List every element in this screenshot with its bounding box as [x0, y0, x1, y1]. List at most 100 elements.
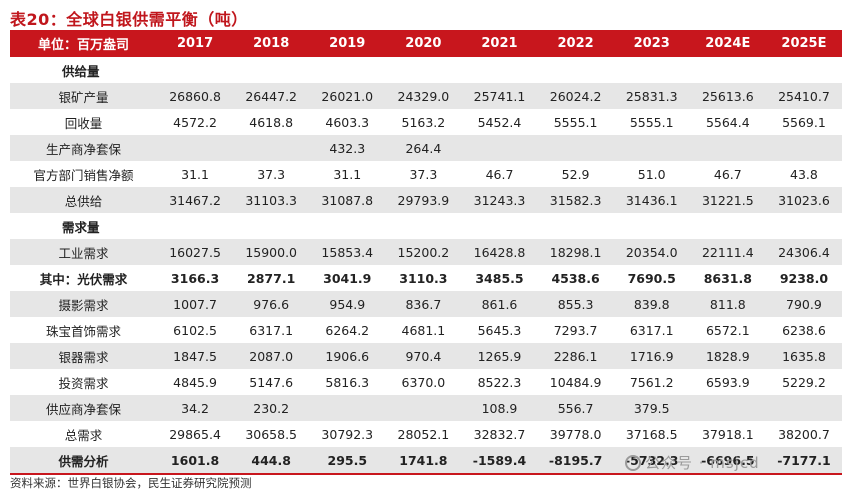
row-label: 供应商净套保 [10, 395, 157, 421]
header-year-cell: 2019 [309, 30, 386, 57]
table-row: 银器需求 1847.5 2087.0 1906.6 970.4 1265.9 2286.1 1… [10, 343, 842, 369]
value-cell: 8631.8 [703, 270, 752, 286]
value-cell: 22111.4 [689, 239, 766, 265]
value-cell: 16428.8 [461, 239, 538, 265]
value-cell [614, 57, 690, 83]
row-label: 总需求 [64, 427, 103, 443]
header-year-cell: 2017 [157, 30, 234, 57]
value-cell: 976.6 [233, 291, 310, 317]
value-cell: -6696.5 [689, 447, 766, 475]
value-cell: 6317.1 [249, 322, 294, 338]
table-row: 供需分析 1601.8 444.8 295.5 1741.8 -1589.4 -8195.7… [10, 447, 842, 475]
value-cell: 31221.5 [689, 187, 766, 213]
table-body: 供给量 银矿产量 26860.8 26447.2 26021.0 24329.0 25741… [10, 57, 842, 475]
row-label: 银矿产量 [10, 83, 157, 109]
value-cell: 811.8 [689, 291, 766, 317]
table-row: 回收量 4572.2 4618.8 4603.3 5163.2 5452.4 5555.1 5… [10, 109, 842, 135]
value-cell: 379.5 [613, 395, 690, 421]
value-cell: 31582.3 [537, 187, 614, 213]
value-cell: 230.2 [233, 395, 310, 421]
value-cell: 3166.3 [170, 270, 220, 286]
value-cell: 8522.3 [477, 374, 522, 390]
value-cell [689, 395, 766, 421]
value-cell: 5163.2 [401, 114, 446, 130]
value-cell: 4603.3 [325, 114, 370, 130]
value-cell [690, 57, 766, 83]
value-cell: 31243.3 [461, 187, 538, 213]
value-cell: 20354.0 [613, 239, 690, 265]
value-cell: 6317.1 [629, 322, 674, 338]
value-cell: 6102.5 [173, 322, 217, 338]
value-cell: 31436.1 [613, 187, 690, 213]
value-cell [766, 213, 842, 239]
row-label: 官方部门销售净额 [33, 167, 134, 183]
value-cell: 1847.5 [157, 343, 234, 369]
row-label: 回收量 [64, 115, 103, 131]
value-cell: 6370.0 [401, 374, 446, 390]
table-row: 总需求 29865.4 30658.5 30792.3 28052.1 32832.7 39… [10, 421, 842, 447]
table-row: 银矿产量 26860.8 26447.2 26021.0 24329.0 25741.1 2… [10, 83, 842, 109]
value-cell [157, 57, 233, 83]
value-cell: 7293.7 [553, 322, 598, 338]
row-label: 珠宝首饰需求 [45, 323, 121, 339]
value-cell: 5569.1 [782, 114, 826, 130]
value-cell [309, 213, 385, 239]
value-cell: 5452.4 [477, 114, 522, 130]
value-cell: 839.8 [613, 291, 690, 317]
table-row: 总供给 31467.2 31103.3 31087.8 29793.9 31243.3 31… [10, 187, 842, 213]
table-row: 供应商净套保 34.2 230.2 108.9 556.7 379.5 [10, 395, 842, 421]
value-cell: -1589.4 [461, 447, 538, 475]
table-row: 摄影需求 1007.7 976.6 954.9 836.7 861.6 855.3 839.8… [10, 291, 842, 317]
table-row: 工业需求 16027.5 15900.0 15853.4 15200.2 16428.8 1… [10, 239, 842, 265]
value-cell: 5555.1 [553, 114, 598, 130]
value-cell: 7690.5 [627, 270, 676, 286]
value-cell: 26860.8 [157, 83, 234, 109]
value-cell: 15853.4 [309, 239, 386, 265]
table-row: 其中：光伏需求 3166.3 2877.1 3041.9 3110.3 3485.5 453… [10, 265, 842, 291]
table-header-row: 单位：百万盎司 2017 2018 2019 2020 2021 2022 2023 2024E… [10, 30, 842, 57]
header-year-cell: 2018 [233, 30, 310, 57]
value-cell: 5816.3 [325, 374, 370, 390]
value-cell: 25741.1 [461, 83, 538, 109]
value-cell: 15900.0 [233, 239, 310, 265]
value-cell: 31.1 [333, 166, 362, 182]
value-cell: 37168.5 [625, 426, 678, 442]
table-row: 珠宝首饰需求 6102.5 6317.1 6264.2 4681.1 5645.3 7293… [10, 317, 842, 343]
value-cell [689, 135, 766, 161]
value-cell: -8195.7 [537, 447, 614, 475]
value-cell [233, 135, 310, 161]
value-cell [765, 135, 842, 161]
value-cell: 28052.1 [397, 426, 450, 442]
value-cell [309, 395, 386, 421]
header-unit-cell: 单位：百万盎司 [10, 30, 157, 57]
row-label: 总供给 [10, 187, 157, 213]
value-cell [765, 395, 842, 421]
value-cell: 1828.9 [689, 343, 766, 369]
value-cell: 25613.6 [689, 83, 766, 109]
value-cell: 16027.5 [157, 239, 234, 265]
header-year-cell: 2023 [613, 30, 690, 57]
section-row: 需求量 [10, 213, 842, 239]
value-cell: 30792.3 [321, 426, 374, 442]
value-cell: -5732.3 [613, 447, 690, 475]
value-cell: 4681.1 [401, 322, 446, 338]
value-cell: 30658.5 [245, 426, 298, 442]
value-cell [538, 57, 614, 83]
value-cell: 37.3 [257, 166, 286, 182]
value-cell: 6238.6 [782, 322, 826, 338]
value-cell: 970.4 [385, 343, 462, 369]
value-cell [157, 213, 233, 239]
value-cell: 4618.8 [249, 114, 294, 130]
table-row: 投资需求 4845.9 5147.6 5816.3 6370.0 8522.3 10484.… [10, 369, 842, 395]
value-cell: 6572.1 [705, 322, 750, 338]
value-cell: 861.6 [461, 291, 538, 317]
value-cell [614, 213, 690, 239]
value-cell: 34.2 [157, 395, 234, 421]
header-year-cell: 2024E [689, 30, 766, 57]
value-cell: 24306.4 [765, 239, 842, 265]
value-cell: 46.7 [485, 166, 514, 182]
value-cell [690, 213, 766, 239]
value-cell: 836.7 [385, 291, 462, 317]
source-note: 资料来源：世界白银协会，民生证券研究院预测 [10, 476, 252, 490]
row-label: 供需分析 [10, 447, 157, 475]
